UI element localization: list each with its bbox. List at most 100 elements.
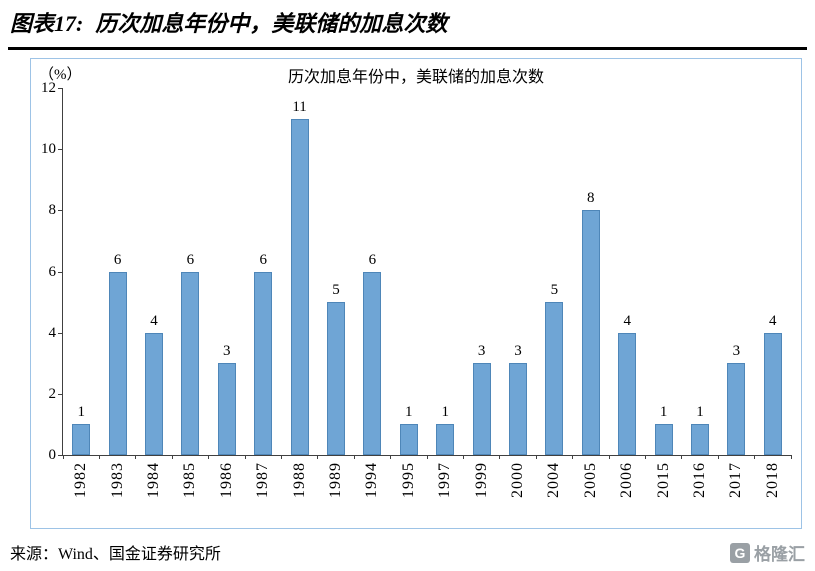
x-tick-mark [499, 455, 501, 459]
x-tick-mark [608, 455, 610, 459]
x-tick-mark [62, 455, 64, 459]
x-tick-mark [244, 455, 246, 459]
bar-value-label: 6 [113, 251, 122, 268]
chart-title: 历次加息年份中，美联储的加息次数 [287, 69, 544, 86]
y-tick-label: 8 [48, 202, 57, 219]
x-axis-category-label: 1994 [363, 462, 381, 498]
bar [618, 332, 637, 455]
x-axis-category-label: 1987 [254, 462, 272, 498]
bar [691, 424, 709, 455]
y-tick-label: 4 [48, 324, 57, 341]
x-axis-category-label: 2017 [727, 462, 745, 498]
bar [509, 363, 527, 455]
y-tick-mark [58, 332, 62, 334]
x-axis-category-label: 2000 [509, 462, 526, 498]
x-axis-category-label: 1982 [72, 462, 90, 498]
x-axis-category-label: 2018 [763, 462, 781, 498]
page-title-main: 历次加息年份中，美联储的加息次数 [95, 11, 448, 36]
bar [254, 271, 273, 455]
y-tick-mark [58, 393, 62, 395]
bar [108, 271, 127, 455]
x-axis-category-label: 1999 [472, 462, 490, 498]
x-tick-mark [98, 455, 100, 459]
x-tick-mark [790, 455, 792, 459]
x-tick-mark [754, 455, 756, 459]
bar-value-label: 4 [623, 312, 631, 329]
x-axis-category-label: 1984 [145, 462, 162, 498]
bar [181, 271, 200, 455]
x-tick-mark [353, 455, 355, 459]
y-tick-label: 6 [48, 263, 57, 280]
x-axis-category-label: 1988 [290, 462, 308, 498]
bar [145, 332, 163, 455]
x-tick-mark [135, 455, 137, 459]
y-tick-label: 2 [48, 385, 57, 402]
bar-value-label: 8 [587, 190, 595, 207]
title-underline [8, 47, 807, 50]
y-axis-unit-label: （%） [39, 67, 82, 83]
bar [436, 424, 455, 455]
bar-value-label: 1 [659, 404, 668, 421]
gelonghui-logo: G 格隆汇 [730, 540, 805, 565]
bar [327, 302, 345, 455]
x-axis-category-label: 2006 [618, 462, 636, 498]
y-tick-mark [58, 455, 62, 456]
x-axis-category-label: 1997 [436, 462, 454, 498]
x-axis-category-label: 1989 [327, 462, 344, 498]
y-tick-label: 0 [48, 447, 57, 463]
x-tick-mark [644, 455, 646, 459]
y-tick-mark [58, 149, 62, 151]
bar [654, 424, 673, 455]
page-title: 图表17: 历次加息年份中，美联储的加息次数 [10, 6, 447, 38]
x-tick-mark [681, 455, 683, 459]
x-axis-category-label: 1983 [108, 462, 126, 498]
bar [763, 332, 782, 455]
bar [290, 118, 309, 455]
x-axis-category-label: 1985 [181, 462, 199, 498]
x-axis-category-label: 2016 [691, 462, 708, 498]
x-tick-mark [572, 455, 574, 459]
x-axis-category-label: 2004 [545, 462, 563, 498]
x-tick-mark [426, 455, 428, 459]
x-axis-category-label: 1986 [217, 462, 235, 498]
y-tick-label: 10 [41, 141, 56, 158]
x-tick-mark [462, 455, 464, 459]
gelonghui-logo-text: 格隆汇 [754, 545, 805, 564]
bar-value-label: 3 [514, 343, 522, 360]
bar [72, 424, 91, 455]
bar-value-label: 4 [150, 312, 158, 329]
y-tick-mark [58, 88, 62, 89]
bar-value-label: 1 [441, 404, 449, 421]
plot-area: 1 1982 6 1983 4 1984 6 1985 3 1986 6 1987 11 1988 5 198… [62, 88, 792, 498]
x-axis-category-label: 2015 [654, 462, 672, 498]
bar [472, 363, 491, 455]
x-tick-mark [535, 455, 537, 459]
x-tick-mark [208, 455, 210, 459]
bar-value-label: 1 [77, 404, 85, 421]
bar [399, 424, 418, 455]
y-tick-mark [58, 210, 62, 212]
x-tick-mark [171, 455, 173, 459]
x-tick-mark [390, 455, 392, 459]
bar [581, 210, 600, 455]
source-note: 来源：Wind、国金证券研究所 [10, 546, 221, 563]
chart-area: （%） 历次加息年份中，美联储的加息次数 1 1982 6 1983 4 1984 6 198… [30, 58, 802, 529]
bar-value-label: 1 [405, 404, 413, 421]
bar-value-label: 1 [696, 404, 704, 421]
bar-value-label: 3 [732, 343, 741, 360]
bar-value-label: 11 [292, 98, 307, 115]
bar-value-label: 3 [477, 343, 486, 360]
x-axis-category-label: 1995 [399, 462, 417, 498]
x-tick-mark [717, 455, 719, 459]
bar-value-label: 3 [223, 343, 231, 360]
page-title-prefix: 图表17: [10, 11, 84, 36]
bar-value-label: 5 [332, 282, 340, 299]
y-tick-label: 12 [41, 80, 56, 96]
bar-value-label: 6 [186, 251, 195, 268]
bar-value-label: 4 [769, 312, 777, 329]
bar [363, 271, 382, 455]
y-tick-mark [58, 271, 62, 273]
x-tick-mark [317, 455, 319, 459]
bar-value-label: 5 [550, 282, 559, 299]
bar-value-label: 6 [259, 251, 267, 268]
